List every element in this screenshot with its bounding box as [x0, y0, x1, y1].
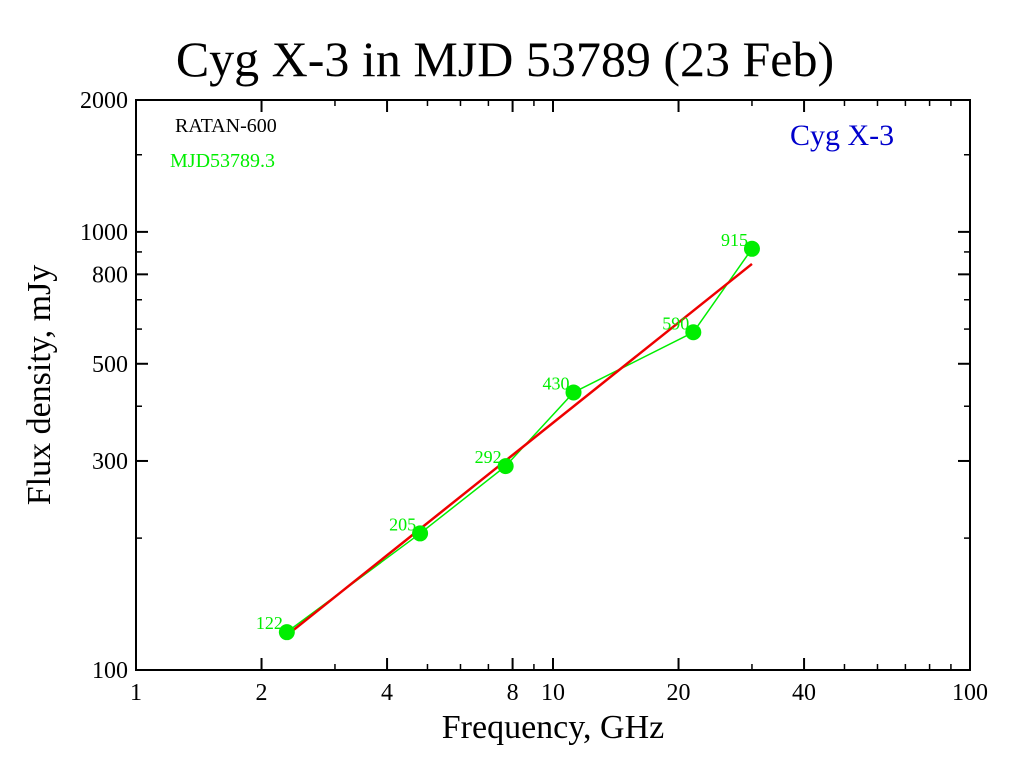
- x-axis: 1 2 4 8 10 20 40 100: [130, 100, 988, 706]
- x-axis-label: Frequency, GHz: [442, 709, 665, 746]
- data-point: [278, 624, 295, 641]
- instrument-label: RATAN-600: [175, 115, 277, 137]
- y-tick-label: 500: [92, 352, 128, 378]
- x-tick-label: 2: [256, 680, 268, 706]
- x-tick-label: 1: [130, 680, 142, 706]
- data-series-line: [286, 248, 753, 633]
- y-tick-label: 2000: [80, 88, 128, 114]
- data-label: 590: [662, 313, 689, 333]
- data-point: [412, 525, 429, 542]
- y-tick-label: 300: [92, 449, 128, 475]
- y-tick-label: 100: [92, 658, 128, 684]
- x-tick-label: 4: [381, 680, 393, 706]
- fit-line: [286, 262, 753, 637]
- chart-title: Cyg X-3 in MJD 53789 (23 Feb): [176, 31, 834, 87]
- y-tick-label: 800: [92, 262, 128, 288]
- data-label: 430: [543, 373, 570, 393]
- source-label: Cyg X-3: [790, 119, 894, 152]
- data-point: [497, 458, 514, 475]
- x-tick-label: 10: [541, 680, 565, 706]
- data-label: 915: [721, 230, 748, 250]
- epoch-label: MJD53789.3: [170, 150, 275, 172]
- x-tick-label: 8: [507, 680, 519, 706]
- y-axis-label: Flux density, mJy: [21, 265, 58, 506]
- data-point: [565, 384, 582, 401]
- y-axis: 100 300 500 800 1000 2000: [80, 88, 970, 684]
- series-layer: 122 205 292 430 590 915: [256, 230, 760, 641]
- x-tick-label: 40: [792, 680, 816, 706]
- data-point: [743, 240, 760, 257]
- data-label: 122: [256, 613, 283, 633]
- x-tick-label: 20: [667, 680, 691, 706]
- data-label: 292: [475, 447, 502, 467]
- data-point: [685, 324, 702, 341]
- x-tick-label: 100: [952, 680, 988, 706]
- y-tick-label: 1000: [80, 220, 128, 246]
- data-label: 205: [389, 514, 416, 534]
